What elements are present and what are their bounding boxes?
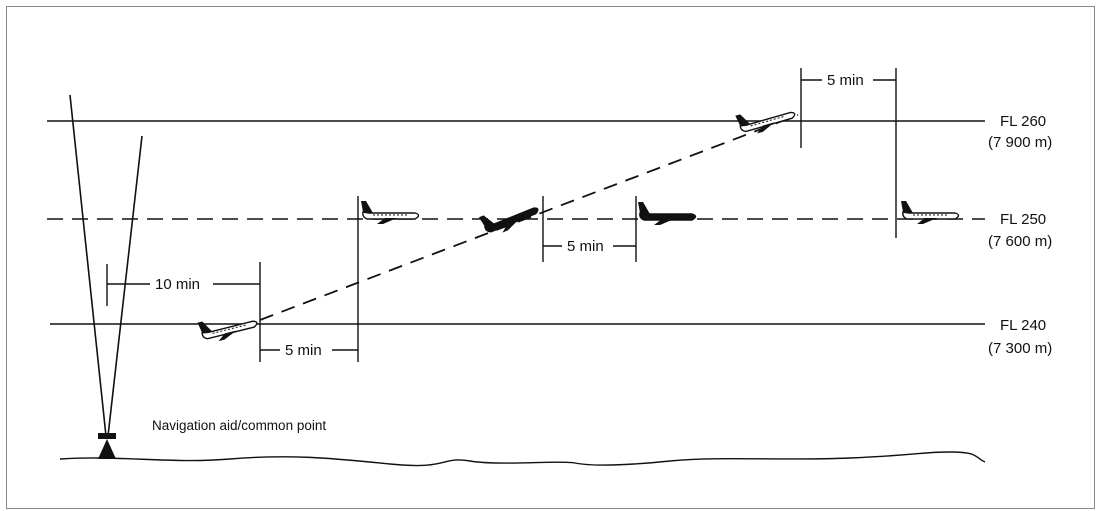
nav-cone-left <box>69 94 107 437</box>
interval-5min-top: 5 min <box>827 72 864 89</box>
fl240-label: FL 240 <box>1000 317 1046 334</box>
climb-path <box>259 114 799 321</box>
nav-aid-label: Navigation aid/common point <box>152 418 326 433</box>
fl250-alt: (7 600 m) <box>988 233 1052 250</box>
interval-5min-mid: 5 min <box>567 238 604 255</box>
aircraft-fl250-right-icon <box>900 200 960 225</box>
diagram-frame <box>6 6 1095 509</box>
interval-5min-low: 5 min <box>285 342 322 359</box>
fl240-alt: (7 300 m) <box>988 340 1052 357</box>
fl250-label: FL 250 <box>1000 211 1046 228</box>
aircraft-climbing-low-icon <box>196 308 260 346</box>
aircraft-fl260-icon <box>734 99 798 139</box>
fl260-label: FL 260 <box>1000 113 1046 130</box>
nav-aid-icon <box>98 433 116 459</box>
fl260-alt: (7 900 m) <box>988 134 1052 151</box>
aircraft-fl250-left-icon <box>360 200 420 225</box>
aircraft-fl250-mid-icon <box>637 201 697 226</box>
interval-10min: 10 min <box>155 276 200 293</box>
aircraft-climbing-mid-icon <box>478 195 542 240</box>
ground-line <box>59 451 986 467</box>
nav-cone-right <box>107 135 143 437</box>
